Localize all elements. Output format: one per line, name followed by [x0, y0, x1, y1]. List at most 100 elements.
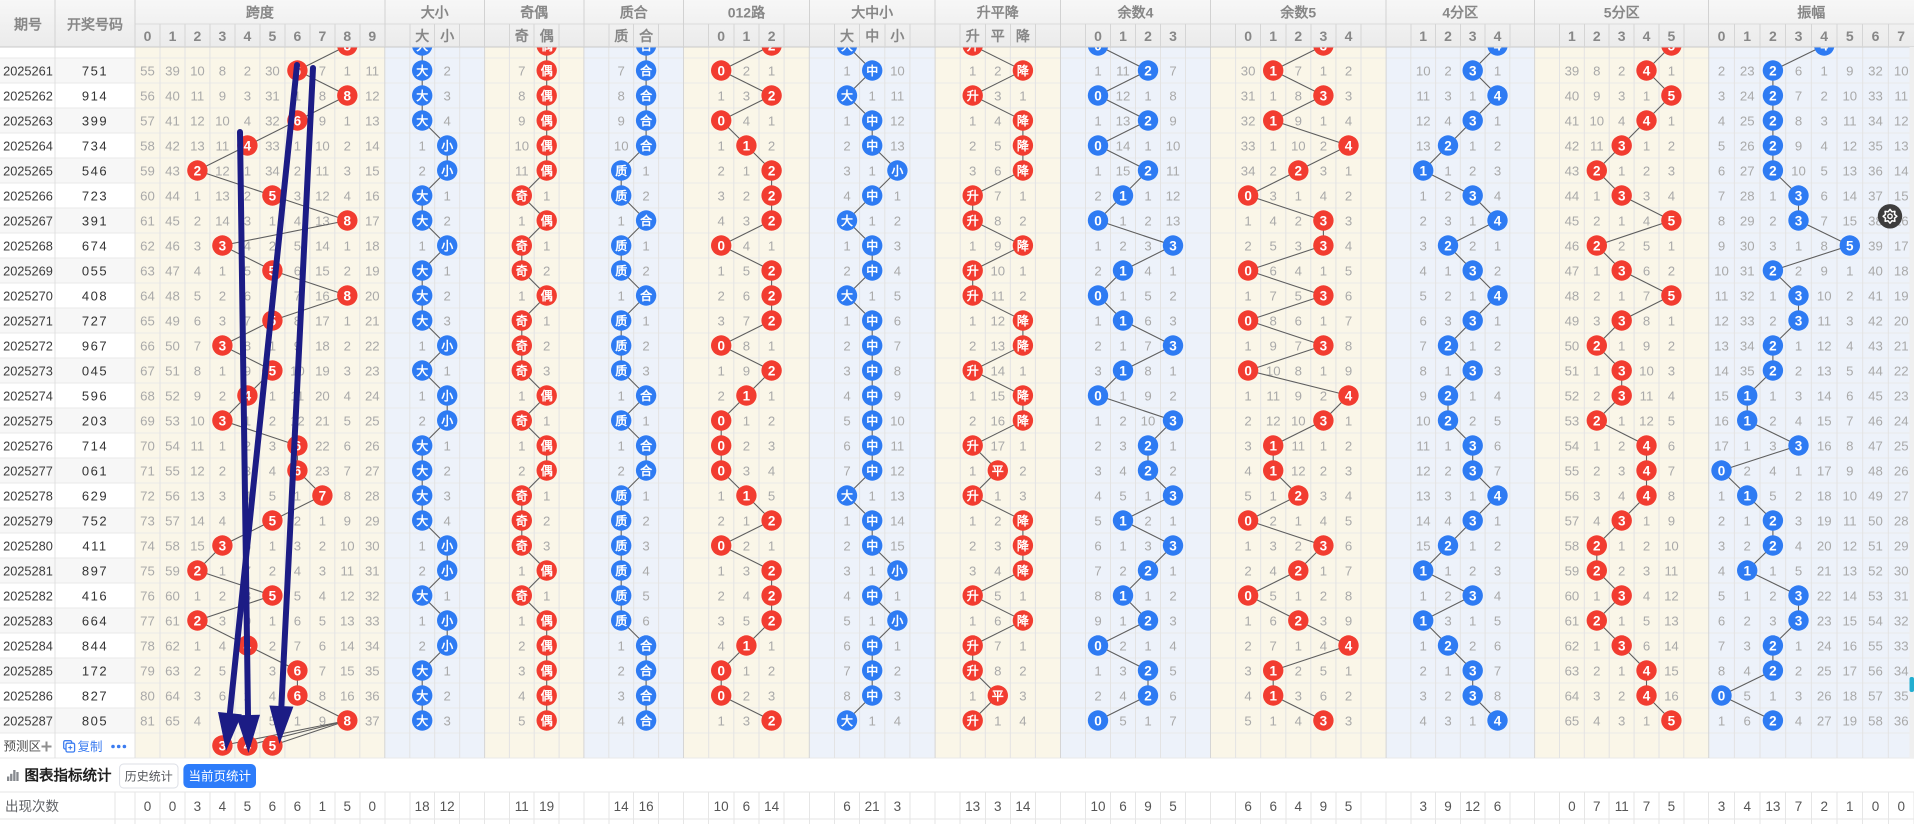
svg-text:60: 60 [165, 589, 180, 604]
svg-text:1: 1 [1743, 564, 1751, 579]
svg-text:4: 4 [1144, 264, 1151, 279]
svg-text:43: 43 [1868, 339, 1883, 354]
svg-text:2: 2 [642, 189, 649, 204]
svg-text:8: 8 [1094, 589, 1101, 604]
svg-text:9: 9 [319, 114, 326, 129]
svg-text:4: 4 [994, 564, 1001, 579]
svg-text:3: 3 [994, 89, 1001, 104]
svg-text:4: 4 [1494, 589, 1501, 604]
svg-text:偶: 偶 [541, 138, 553, 153]
svg-text:31: 31 [1241, 89, 1256, 104]
svg-text:2: 2 [219, 589, 226, 604]
svg-text:小: 小 [441, 613, 453, 628]
svg-text:41: 41 [1565, 114, 1580, 129]
svg-text:2: 2 [1144, 114, 1152, 129]
svg-text:8: 8 [518, 89, 525, 104]
svg-text:奇: 奇 [516, 538, 528, 553]
svg-text:2: 2 [1144, 64, 1152, 79]
svg-text:2: 2 [1345, 689, 1352, 704]
svg-text:1: 1 [1094, 114, 1101, 129]
svg-text:2: 2 [768, 714, 776, 729]
svg-text:9: 9 [1593, 89, 1600, 104]
svg-text:29: 29 [1894, 539, 1909, 554]
svg-text:4: 4 [1094, 489, 1101, 504]
svg-text:4: 4 [1494, 489, 1502, 504]
svg-text:5: 5 [1094, 514, 1101, 529]
svg-text:4: 4 [1420, 714, 1427, 729]
svg-text:33: 33 [1740, 314, 1755, 329]
svg-text:小: 小 [441, 538, 453, 553]
svg-text:24: 24 [1740, 89, 1755, 104]
svg-text:升: 升 [967, 438, 979, 453]
svg-text:2: 2 [344, 139, 351, 154]
svg-text:1: 1 [718, 364, 725, 379]
svg-text:2: 2 [1769, 114, 1777, 129]
svg-text:2: 2 [1444, 464, 1451, 479]
svg-text:1: 1 [543, 239, 550, 254]
svg-text:质: 质 [615, 363, 627, 378]
svg-text:6: 6 [743, 289, 750, 304]
svg-text:57: 57 [1565, 514, 1580, 529]
svg-text:52: 52 [1868, 564, 1883, 579]
svg-text:34: 34 [1740, 339, 1755, 354]
svg-text:1: 1 [1019, 439, 1026, 454]
svg-text:12: 12 [1842, 539, 1857, 554]
svg-text:0: 0 [1094, 214, 1102, 229]
svg-text:1: 1 [1119, 589, 1127, 604]
svg-text:7: 7 [1345, 564, 1352, 579]
svg-text:2: 2 [1144, 214, 1151, 229]
svg-text:3: 3 [618, 689, 625, 704]
svg-text:3: 3 [344, 164, 351, 179]
svg-text:3: 3 [1320, 489, 1327, 504]
svg-text:13: 13 [1714, 339, 1729, 354]
svg-text:1: 1 [1769, 689, 1776, 704]
svg-text:3: 3 [294, 189, 301, 204]
svg-text:3: 3 [1320, 28, 1328, 44]
svg-text:34: 34 [1868, 114, 1883, 129]
svg-text:2: 2 [1846, 289, 1853, 304]
svg-text:4: 4 [1593, 514, 1600, 529]
svg-text:2: 2 [1444, 64, 1451, 79]
svg-text:1: 1 [1019, 89, 1026, 104]
svg-text:9: 9 [518, 114, 525, 129]
svg-text:1: 1 [1420, 189, 1427, 204]
svg-text:1: 1 [1320, 364, 1327, 379]
svg-text:降: 降 [1017, 338, 1030, 353]
svg-text:4: 4 [1668, 189, 1675, 204]
svg-text:8: 8 [344, 289, 352, 304]
svg-text:升: 升 [967, 288, 979, 303]
svg-text:81: 81 [140, 714, 155, 729]
svg-text:4: 4 [894, 714, 901, 729]
svg-text:降: 降 [1017, 238, 1030, 253]
svg-text:10: 10 [340, 539, 355, 554]
svg-text:3: 3 [1718, 539, 1725, 554]
svg-text:1: 1 [344, 314, 351, 329]
svg-text:5: 5 [1846, 364, 1853, 379]
svg-text:0: 0 [717, 464, 725, 479]
svg-text:36: 36 [1894, 714, 1909, 729]
svg-text:3: 3 [1320, 614, 1327, 629]
svg-text:2: 2 [1821, 89, 1828, 104]
svg-text:2: 2 [1494, 139, 1501, 154]
svg-text:5: 5 [219, 664, 226, 679]
svg-text:13: 13 [1817, 364, 1832, 379]
svg-text:43: 43 [1565, 164, 1580, 179]
svg-text:5: 5 [843, 414, 850, 429]
svg-text:30: 30 [1241, 64, 1256, 79]
svg-text:5: 5 [269, 514, 277, 529]
svg-text:59: 59 [165, 564, 180, 579]
svg-text:13: 13 [1416, 139, 1431, 154]
svg-text:6: 6 [1494, 439, 1501, 454]
svg-text:16: 16 [1817, 439, 1832, 454]
svg-text:1: 1 [1019, 639, 1026, 654]
svg-text:2: 2 [1295, 564, 1303, 579]
svg-text:3: 3 [269, 664, 276, 679]
svg-text:3: 3 [194, 799, 202, 814]
svg-text:1: 1 [419, 614, 426, 629]
svg-text:2: 2 [1593, 614, 1601, 629]
svg-text:45: 45 [1868, 389, 1883, 404]
svg-text:1: 1 [1019, 364, 1026, 379]
svg-text:6: 6 [1821, 189, 1828, 204]
svg-text:3: 3 [743, 89, 750, 104]
svg-text:2: 2 [1795, 489, 1802, 504]
